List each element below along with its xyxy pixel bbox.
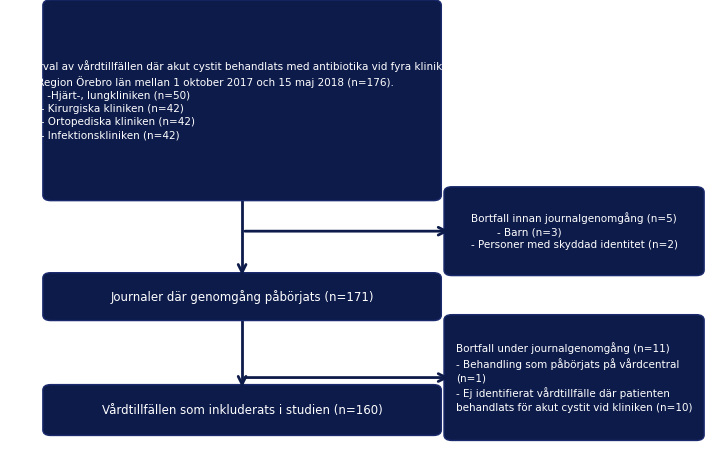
FancyBboxPatch shape (43, 0, 441, 201)
FancyBboxPatch shape (444, 187, 704, 276)
Text: Vårdtillfällen som inkluderats i studien (n=160): Vårdtillfällen som inkluderats i studien… (102, 404, 382, 416)
Text: Bortfall innan journalgenomgång (n=5)
        - Barn (n=3)
- Personer med skydda: Bortfall innan journalgenomgång (n=5) - … (471, 212, 677, 250)
FancyBboxPatch shape (444, 315, 704, 440)
Text: Journaler där genomgång påbörjats (n=171): Journaler där genomgång påbörjats (n=171… (111, 290, 374, 304)
Text: Urval av vårdtillfällen där akut cystit behandlats med antibiotika vid fyra klin: Urval av vårdtillfällen där akut cystit … (31, 60, 453, 141)
FancyBboxPatch shape (43, 273, 441, 321)
FancyBboxPatch shape (43, 385, 441, 435)
Text: Bortfall under journalgenomgång (n=11)
- Behandling som påbörjats på vårdcentral: Bortfall under journalgenomgång (n=11) -… (456, 342, 692, 413)
